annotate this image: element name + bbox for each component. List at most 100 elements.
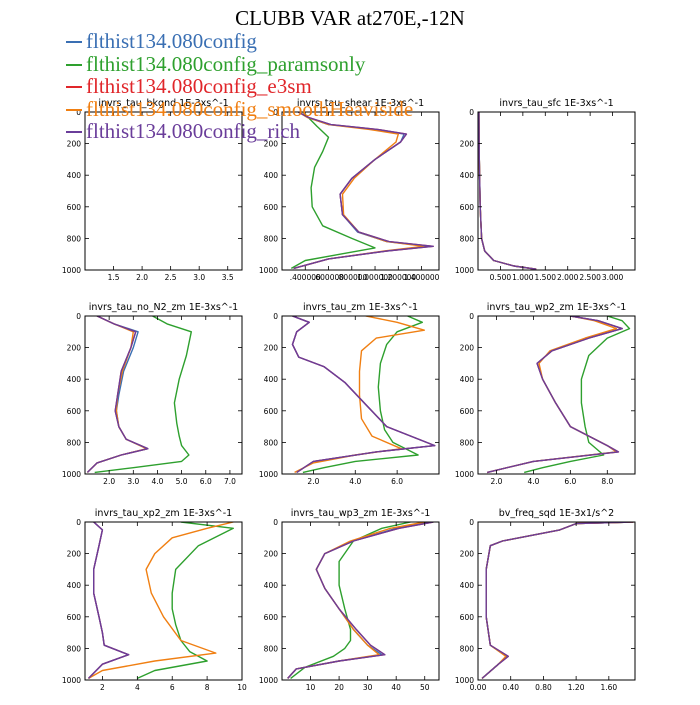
y-tick-label: 0 <box>469 518 474 527</box>
x-tick-label: 1.400000 <box>404 273 440 282</box>
plot-frame <box>84 111 243 271</box>
plot-frame <box>281 521 440 681</box>
y-tick-label: 0 <box>273 312 278 321</box>
series-line <box>86 316 148 473</box>
y-tick-label: 200 <box>460 140 475 149</box>
y-tick-label: 600 <box>264 203 279 212</box>
x-tick-label: 0.00 <box>470 683 487 692</box>
series-line <box>478 112 537 270</box>
plot-frame <box>281 315 440 475</box>
legend-item: flthist134.080config_paramsonly <box>66 52 413 76</box>
x-tick-label: 2.5 <box>165 273 177 282</box>
legend-item: flthist134.080config <box>66 30 413 53</box>
y-tick-label: 0 <box>273 108 278 117</box>
x-tick-label: 1.000 <box>512 273 534 282</box>
subplot: invrs_tau_zm 1E-3xs^-1 0 200 400 600 800 1000 2… <box>259 302 440 486</box>
y-tick-label: 400 <box>67 581 82 590</box>
x-tick-label: 6.0 <box>200 477 212 486</box>
subplot: invrs_tau_no_N2_zm 1E-3xs^-1 0 200 400 600 80… <box>62 302 243 486</box>
plot-frame <box>477 315 636 475</box>
series-line <box>291 316 436 473</box>
series-group <box>478 112 537 270</box>
legend-swatch <box>66 41 82 44</box>
x-tick-label: 4.0 <box>349 477 361 486</box>
y-tick-label: 600 <box>460 203 475 212</box>
subplot: invrs_tau_wp3_zm 1E-3xs^-1 0 200 400 600 800 1… <box>259 508 440 692</box>
y-tick-label: 400 <box>460 375 475 384</box>
legend-label: flthist134.080config_rich <box>86 119 301 143</box>
subplot-title: invrs_tau_sfc 1E-3xs^-1 <box>499 98 613 109</box>
series-line <box>291 316 436 473</box>
x-tick-label: 50 <box>420 683 430 692</box>
x-tick-label: 8.0 <box>601 477 613 486</box>
y-tick-label: 200 <box>264 344 279 353</box>
series-line <box>291 316 436 473</box>
legend-swatch <box>66 108 82 111</box>
plot-frame <box>477 521 636 681</box>
x-tick-label: 3.000 <box>602 273 624 282</box>
legend-label: flthist134.080config <box>86 29 257 53</box>
y-tick-label: 200 <box>460 344 475 353</box>
legend-swatch <box>66 63 82 66</box>
x-tick-label: 6 <box>170 683 175 692</box>
plot-frame <box>84 521 243 681</box>
series-line <box>287 522 434 679</box>
x-tick-label: 7.0 <box>224 477 236 486</box>
series-line <box>287 522 425 679</box>
series-line <box>290 112 376 270</box>
subplot-title: invrs_tau_zm 1E-3xs^-1 <box>303 302 418 313</box>
y-tick-label: 1000 <box>62 470 81 479</box>
x-tick-label: 3.0 <box>193 273 205 282</box>
series-line <box>478 112 537 270</box>
series-line <box>86 316 149 473</box>
x-tick-label: 8 <box>205 683 210 692</box>
x-tick-label: 40 <box>391 683 401 692</box>
subplot-title: invrs_tau_bkgnd 1E-3xs^-1 <box>98 98 228 109</box>
subplot-title: invrs_tau_no_N2_zm 1E-3xs^-1 <box>89 302 238 313</box>
series-line <box>137 522 234 680</box>
y-tick-label: 1000 <box>62 676 81 685</box>
legend-label: flthist134.080config_smoothHeaviside <box>86 96 414 121</box>
subplot: invrs_tau_sfc 1E-3xs^-1 0 200 400 600 800 1000… <box>455 98 636 282</box>
legend: flthist134.080config flthist134.080config… <box>66 30 413 143</box>
series-group <box>86 316 192 474</box>
y-tick-label: 1000 <box>62 266 81 275</box>
legend-swatch <box>66 86 82 89</box>
y-tick-label: 200 <box>67 344 82 353</box>
y-tick-label: 1000 <box>455 676 474 685</box>
x-tick-label: 1.200000 <box>380 273 416 282</box>
x-tick-label: 2.0 <box>103 477 115 486</box>
y-tick-label: 800 <box>460 644 475 653</box>
subplot-title: invrs_tau_wp3_zm 1E-3xs^-1 <box>291 508 431 519</box>
y-tick-label: 800 <box>67 234 82 243</box>
subplot-title: invrs_tau_shear 1E-3xs^-1 <box>297 98 424 109</box>
y-tick-label: 200 <box>264 140 279 149</box>
y-tick-label: 600 <box>67 203 82 212</box>
series-line <box>478 112 537 270</box>
x-tick-label: .400000 <box>290 273 321 282</box>
x-tick-label: 0.500 <box>490 273 512 282</box>
y-tick-label: 1000 <box>259 676 278 685</box>
x-tick-label: 10 <box>306 683 316 692</box>
x-tick-label: 4.0 <box>151 477 163 486</box>
series-line <box>290 522 411 679</box>
plot-frame <box>84 315 243 475</box>
series-group <box>287 522 434 679</box>
x-tick-label: 2 <box>100 683 105 692</box>
x-tick-label: .600000 <box>313 273 344 282</box>
x-tick-label: 1.5 <box>108 273 120 282</box>
x-tick-label: 1.000000 <box>357 273 393 282</box>
x-tick-label: 6.0 <box>564 477 576 486</box>
series-line <box>302 316 423 474</box>
x-tick-label: 2.500 <box>579 273 601 282</box>
series-group <box>487 316 631 474</box>
subplot: invrs_tau_bkgnd 1E-3xs^-1 0 200 400 600 800 10… <box>62 98 243 282</box>
x-tick-label: 2.0 <box>491 477 503 486</box>
y-tick-label: 600 <box>67 613 82 622</box>
x-tick-label: 2.0 <box>307 477 319 486</box>
x-tick-label: 3.5 <box>222 273 234 282</box>
x-tick-label: .800000 <box>336 273 367 282</box>
y-tick-label: 200 <box>67 550 82 559</box>
